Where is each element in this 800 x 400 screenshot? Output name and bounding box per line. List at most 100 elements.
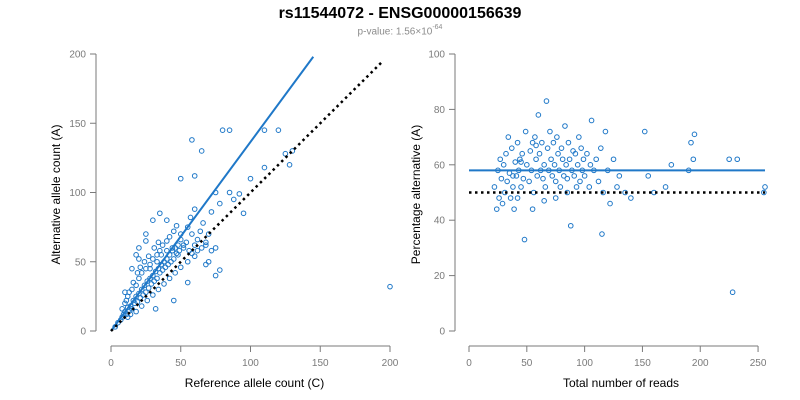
reference-line xyxy=(110,60,384,332)
data-point xyxy=(581,173,588,179)
percentage-plot: 0 50 100 150 200 250 0 20 40 60 80 100 Total number … xyxy=(409,50,768,390)
data-point xyxy=(602,128,609,135)
data-point xyxy=(147,265,153,272)
data-point xyxy=(240,210,247,217)
data-point xyxy=(587,162,594,168)
data-point xyxy=(184,224,191,230)
data-point xyxy=(164,217,170,223)
data-point xyxy=(534,173,541,179)
data-point xyxy=(194,247,201,254)
data-point xyxy=(521,236,528,243)
data-point xyxy=(261,164,268,171)
data-point xyxy=(510,184,516,190)
data-point xyxy=(616,173,623,179)
data-point xyxy=(140,292,146,298)
data-point xyxy=(578,145,584,151)
regression-line xyxy=(110,56,315,332)
data-point xyxy=(145,285,152,291)
p-value-exponent: -64 xyxy=(432,24,443,31)
data-point xyxy=(212,272,219,279)
data-point xyxy=(517,156,523,163)
data-point xyxy=(552,178,559,185)
data-point xyxy=(180,242,187,248)
data-point xyxy=(595,178,602,185)
data-point xyxy=(519,150,525,157)
data-point xyxy=(522,128,529,135)
data-point xyxy=(187,214,194,221)
data-point xyxy=(138,303,145,309)
data-point xyxy=(499,200,506,207)
x-axis-title: Reference allele count (C) xyxy=(185,376,324,390)
data-point xyxy=(150,217,156,223)
data-point xyxy=(549,173,556,179)
data-point xyxy=(524,162,530,168)
data-point xyxy=(688,139,694,146)
x-tick-label: 0 xyxy=(466,358,472,369)
data-point xyxy=(189,250,195,257)
data-point xyxy=(628,195,634,201)
data-point xyxy=(205,231,212,237)
data-point xyxy=(576,134,582,140)
y-tick-label: 100 xyxy=(428,50,445,61)
data-point xyxy=(551,162,558,168)
data-point xyxy=(564,175,571,182)
x-tick-label: 250 xyxy=(750,358,767,369)
x-tick-label: 50 xyxy=(521,358,533,369)
data-point xyxy=(184,258,191,265)
data-point xyxy=(191,253,198,260)
x-tick-label: 0 xyxy=(108,358,114,369)
data-point xyxy=(539,139,545,146)
data-point xyxy=(166,234,173,240)
data-point xyxy=(155,286,162,293)
data-point xyxy=(577,178,583,185)
data-point xyxy=(126,289,132,296)
data-point xyxy=(147,275,153,282)
data-point xyxy=(493,206,500,212)
data-point xyxy=(151,278,158,284)
data-point xyxy=(573,184,580,190)
x-tick-label: 100 xyxy=(242,358,259,369)
data-point xyxy=(169,245,176,251)
data-point xyxy=(586,184,593,190)
data-point xyxy=(191,206,198,212)
data-point xyxy=(507,195,514,201)
data-point xyxy=(120,311,127,318)
x-tick-label: 100 xyxy=(576,358,593,369)
data-point xyxy=(175,252,181,258)
data-point xyxy=(565,139,572,146)
data-point xyxy=(158,252,165,258)
data-point xyxy=(170,256,177,262)
data-point xyxy=(136,245,142,251)
data-point xyxy=(136,275,142,282)
data-point xyxy=(552,195,559,201)
data-point xyxy=(208,247,215,254)
data-point xyxy=(557,184,564,190)
x-axis-title: Total number of reads xyxy=(563,376,679,390)
data-point xyxy=(542,184,549,190)
data-point xyxy=(130,279,137,286)
data-point xyxy=(504,178,510,185)
data-point xyxy=(491,184,498,190)
data-point xyxy=(137,264,144,271)
data-point xyxy=(141,258,148,265)
data-point xyxy=(518,184,524,190)
data-point xyxy=(159,242,166,248)
data-point xyxy=(588,117,595,124)
data-point xyxy=(529,206,536,212)
data-point xyxy=(541,198,547,204)
data-point xyxy=(610,156,617,163)
data-point xyxy=(497,156,504,163)
y-tick-label: 0 xyxy=(80,327,86,338)
y-tick-label: 150 xyxy=(69,119,86,130)
data-point xyxy=(729,289,736,296)
data-point xyxy=(154,258,160,265)
data-point xyxy=(544,145,551,151)
data-point xyxy=(532,134,538,140)
y-axis-title: Percentage alternative (A) xyxy=(409,125,423,264)
data-point xyxy=(527,148,534,154)
data-point xyxy=(554,134,560,140)
data-point xyxy=(122,300,128,307)
chart-title: rs11544072 - ENSG00000156639 xyxy=(278,5,522,22)
x-tick-label: 50 xyxy=(175,358,187,369)
data-point xyxy=(574,162,581,168)
